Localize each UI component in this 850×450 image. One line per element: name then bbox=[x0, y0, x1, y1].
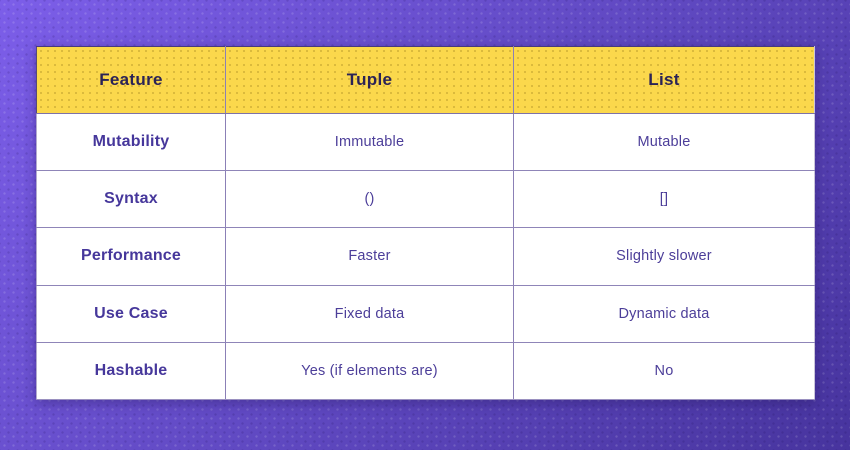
table-row-hashable: Hashable Yes (if elements are) No bbox=[36, 341, 815, 401]
table-row-mutability: Mutability Immutable Mutable bbox=[36, 112, 815, 172]
feature-cell: Use Case bbox=[36, 284, 226, 343]
table-header-row: Feature Tuple List bbox=[36, 46, 815, 114]
table-row-syntax: Syntax () [] bbox=[36, 170, 815, 229]
header-cell-feature: Feature bbox=[36, 46, 226, 114]
comparison-table: Feature Tuple List Mutability Immutable … bbox=[36, 46, 815, 401]
tuple-value-cell: Faster bbox=[225, 227, 514, 286]
feature-cell: Hashable bbox=[36, 341, 226, 401]
list-value-cell: Slightly slower bbox=[513, 227, 815, 286]
header-cell-tuple: Tuple bbox=[225, 46, 514, 114]
feature-cell: Mutability bbox=[36, 112, 226, 172]
list-value-cell: No bbox=[513, 341, 815, 401]
list-value-cell: [] bbox=[513, 170, 815, 229]
table-row-use-case: Use Case Fixed data Dynamic data bbox=[36, 284, 815, 343]
header-cell-list: List bbox=[513, 46, 815, 114]
tuple-value-cell: Immutable bbox=[225, 112, 514, 172]
tuple-value-cell: () bbox=[225, 170, 514, 229]
feature-cell: Performance bbox=[36, 227, 226, 286]
tuple-value-cell: Yes (if elements are) bbox=[225, 341, 514, 401]
feature-cell: Syntax bbox=[36, 170, 226, 229]
tuple-value-cell: Fixed data bbox=[225, 284, 514, 343]
list-value-cell: Mutable bbox=[513, 112, 815, 172]
list-value-cell: Dynamic data bbox=[513, 284, 815, 343]
table-row-performance: Performance Faster Slightly slower bbox=[36, 227, 815, 286]
